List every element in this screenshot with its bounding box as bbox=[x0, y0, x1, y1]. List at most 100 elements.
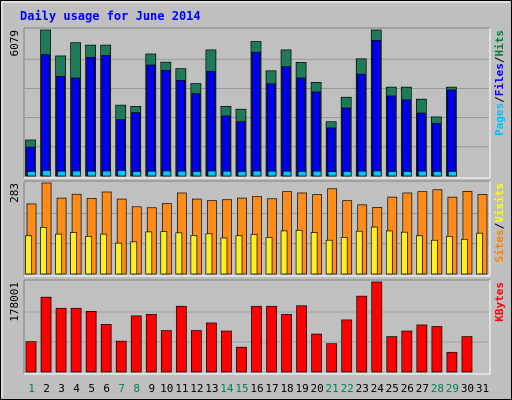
bar-pages-day-4 bbox=[72, 170, 81, 177]
bar-files-day-27 bbox=[416, 112, 426, 177]
bar-kbytes-day-16 bbox=[251, 305, 262, 373]
bar-kbytes-day-7 bbox=[115, 340, 127, 373]
day-label-14: 14 bbox=[220, 382, 234, 395]
bar-pages-day-11 bbox=[177, 170, 187, 177]
bar-files-day-29 bbox=[447, 89, 456, 177]
bar-kbytes-day-24 bbox=[371, 281, 383, 373]
bar-kbytes-day-22 bbox=[341, 319, 353, 373]
bar-files-day-22 bbox=[341, 107, 351, 177]
day-label-20: 20 bbox=[311, 382, 324, 395]
chart-title: Daily usage for June 2014 bbox=[20, 9, 201, 23]
bar-sites-day-15 bbox=[235, 235, 243, 275]
bar-kbytes-day-26 bbox=[401, 330, 413, 373]
bar-sites-day-24 bbox=[370, 226, 378, 275]
bar-kbytes-day-5 bbox=[85, 310, 97, 373]
bar-files-day-18 bbox=[281, 66, 291, 177]
bar-sites-day-9 bbox=[145, 231, 153, 275]
bar-files-day-25 bbox=[386, 95, 396, 177]
bar-kbytes-day-18 bbox=[281, 314, 292, 373]
bar-sites-day-1 bbox=[25, 235, 32, 275]
bar-kbytes-day-29 bbox=[446, 351, 458, 373]
bar-files-day-4 bbox=[71, 77, 80, 177]
panel-visits-sites: 283 Sites/Visits bbox=[8, 180, 506, 277]
day-label-27: 27 bbox=[416, 382, 429, 395]
day-label-6: 6 bbox=[103, 382, 110, 395]
bar-sites-day-22 bbox=[340, 236, 348, 275]
day-label-30: 30 bbox=[461, 382, 474, 395]
bar-kbytes-day-9 bbox=[145, 314, 157, 373]
panel-max-label: 6079 bbox=[8, 30, 21, 57]
bar-pages-day-26 bbox=[402, 171, 412, 177]
day-label-25: 25 bbox=[386, 382, 399, 395]
bar-files-day-23 bbox=[356, 73, 366, 177]
bar-sites-day-21 bbox=[325, 239, 333, 275]
day-label-28: 28 bbox=[431, 382, 444, 395]
bar-files-day-11 bbox=[176, 80, 186, 177]
bar-kbytes-day-3 bbox=[55, 307, 67, 373]
bar-sites-day-14 bbox=[220, 237, 228, 275]
bar-sites-day-16 bbox=[250, 234, 258, 275]
bar-kbytes-day-12 bbox=[191, 330, 202, 373]
bar-kbytes-day-11 bbox=[175, 305, 187, 373]
panel-legend: Sites/Visits bbox=[493, 183, 506, 263]
bar-pages-day-14 bbox=[222, 170, 232, 177]
bar-pages-day-13 bbox=[207, 170, 217, 177]
panel-max-label: 283 bbox=[8, 183, 21, 203]
legend-kbytes: KBytes bbox=[493, 282, 506, 322]
bar-sites-day-17 bbox=[265, 236, 273, 275]
bar-pages-day-18 bbox=[282, 170, 292, 177]
bar-pages-day-28 bbox=[433, 171, 442, 177]
legend-sites: Sites bbox=[493, 229, 506, 262]
day-label-4: 4 bbox=[73, 382, 80, 395]
day-label-21: 21 bbox=[326, 382, 339, 395]
series-pages bbox=[27, 170, 457, 177]
bar-kbytes-day-10 bbox=[160, 330, 172, 373]
day-label-31: 31 bbox=[476, 382, 489, 395]
bar-sites-day-23 bbox=[355, 230, 363, 275]
bar-sites-day-11 bbox=[175, 232, 183, 275]
day-label-18: 18 bbox=[280, 382, 293, 395]
day-label-23: 23 bbox=[356, 382, 369, 395]
bar-files-day-12 bbox=[191, 93, 201, 177]
legend-separator: / bbox=[493, 56, 506, 63]
day-label-1: 1 bbox=[28, 382, 35, 395]
day-labels: 1 2 3 4 5 6 7 8 9 10 11 12 13 14 15 16 17 18 19 20 21 22 23 24 2… bbox=[28, 382, 489, 395]
bar-files-day-16 bbox=[251, 51, 261, 177]
bar-pages-day-17 bbox=[267, 170, 277, 177]
day-label-15: 15 bbox=[235, 382, 248, 395]
day-label-26: 26 bbox=[401, 382, 414, 395]
bar-sites-day-19 bbox=[295, 229, 303, 275]
day-label-12: 12 bbox=[190, 382, 203, 395]
bar-files-day-28 bbox=[432, 123, 441, 177]
legend-files: Files bbox=[493, 63, 506, 96]
bar-pages-day-27 bbox=[417, 170, 427, 177]
bar-files-day-7 bbox=[116, 119, 126, 177]
bar-sites-day-28 bbox=[431, 239, 438, 275]
bar-sites-day-12 bbox=[190, 235, 198, 275]
bar-pages-day-9 bbox=[147, 170, 157, 177]
day-label-16: 16 bbox=[250, 382, 263, 395]
bar-kbytes-day-25 bbox=[386, 336, 398, 373]
bar-pages-day-22 bbox=[342, 171, 352, 177]
bar-files-day-21 bbox=[326, 127, 336, 177]
bar-files-day-14 bbox=[221, 115, 231, 177]
bar-kbytes-day-27 bbox=[416, 324, 428, 373]
day-label-22: 22 bbox=[341, 382, 354, 395]
panel-legend: KBytes bbox=[493, 282, 506, 322]
bar-kbytes-day-30 bbox=[461, 336, 473, 373]
bar-files-day-24 bbox=[371, 39, 381, 177]
legend-separator: / bbox=[493, 222, 506, 229]
bar-kbytes-day-14 bbox=[221, 330, 232, 373]
series-sites bbox=[25, 226, 483, 275]
bar-pages-day-19 bbox=[297, 171, 307, 177]
bar-pages-day-3 bbox=[57, 170, 66, 177]
bar-pages-day-29 bbox=[448, 171, 457, 177]
panel-max-label: 178001 bbox=[8, 282, 21, 322]
bar-pages-day-20 bbox=[312, 170, 322, 177]
bar-files-day-17 bbox=[266, 83, 276, 177]
day-label-7: 7 bbox=[118, 382, 125, 395]
bar-pages-day-2 bbox=[42, 170, 51, 177]
bar-kbytes-day-1 bbox=[25, 341, 37, 373]
